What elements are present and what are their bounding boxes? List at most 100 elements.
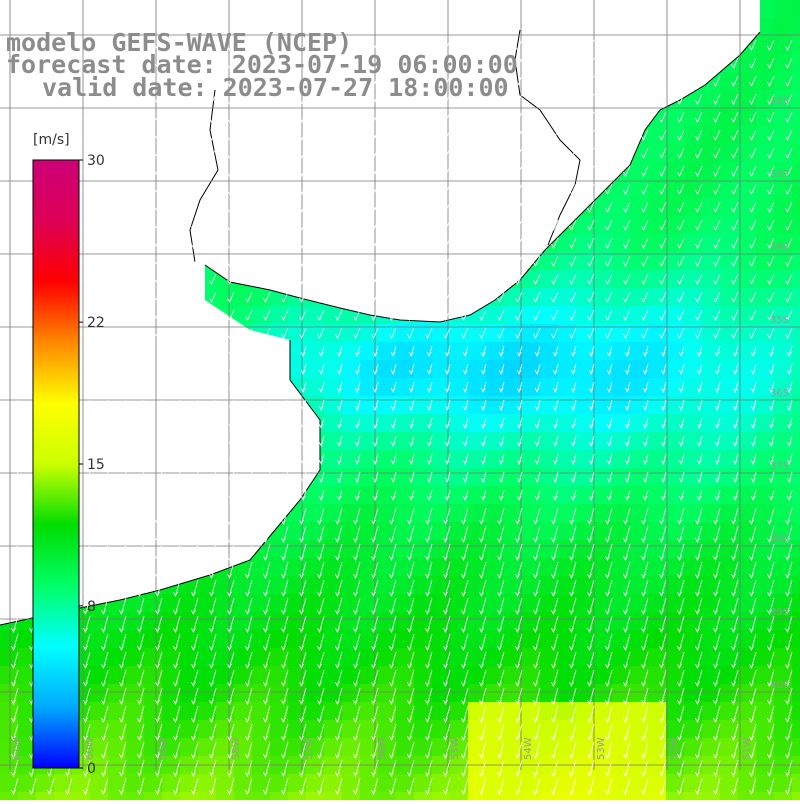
field-cell bbox=[774, 702, 792, 720]
field-cell bbox=[306, 630, 324, 648]
field-cell bbox=[648, 684, 666, 702]
field-cell bbox=[792, 594, 800, 612]
field-cell bbox=[738, 414, 756, 432]
field-cell bbox=[630, 342, 648, 360]
field-cell bbox=[648, 738, 666, 756]
field-cell bbox=[504, 774, 522, 792]
field-cell bbox=[252, 684, 270, 702]
field-cell bbox=[648, 648, 666, 666]
field-cell bbox=[702, 504, 720, 522]
field-cell bbox=[432, 396, 450, 414]
field-cell bbox=[720, 738, 738, 756]
field-cell bbox=[666, 522, 684, 540]
field-cell bbox=[558, 522, 576, 540]
field-cell bbox=[774, 360, 792, 378]
field-cell bbox=[702, 774, 720, 792]
field-cell bbox=[540, 450, 558, 468]
field-cell bbox=[504, 594, 522, 612]
colorbar-gradient bbox=[33, 160, 79, 768]
field-cell bbox=[468, 630, 486, 648]
field-cell bbox=[666, 540, 684, 558]
field-cell bbox=[576, 342, 594, 360]
field-cell bbox=[666, 396, 684, 414]
field-cell bbox=[0, 774, 18, 792]
field-cell bbox=[288, 342, 306, 360]
field-cell bbox=[612, 702, 630, 720]
field-cell bbox=[288, 702, 306, 720]
field-cell bbox=[306, 702, 324, 720]
field-cell bbox=[558, 432, 576, 450]
field-cell bbox=[612, 612, 630, 630]
field-cell bbox=[504, 504, 522, 522]
field-cell bbox=[720, 774, 738, 792]
field-cell bbox=[270, 558, 288, 576]
field-cell bbox=[162, 702, 180, 720]
field-cell bbox=[108, 738, 126, 756]
field-cell bbox=[162, 792, 180, 800]
field-cell bbox=[558, 738, 576, 756]
field-cell bbox=[720, 450, 738, 468]
field-cell bbox=[630, 684, 648, 702]
field-cell bbox=[738, 558, 756, 576]
field-cell bbox=[594, 702, 612, 720]
field-cell bbox=[666, 360, 684, 378]
field-cell bbox=[324, 684, 342, 702]
field-cell bbox=[702, 576, 720, 594]
field-cell bbox=[612, 540, 630, 558]
longitude-label: 55W bbox=[450, 737, 461, 760]
field-cell bbox=[450, 684, 468, 702]
field-cell bbox=[468, 558, 486, 576]
field-cell bbox=[396, 522, 414, 540]
field-cell bbox=[558, 774, 576, 792]
field-cell bbox=[576, 702, 594, 720]
field-cell bbox=[396, 486, 414, 504]
field-cell bbox=[396, 630, 414, 648]
field-cell bbox=[540, 594, 558, 612]
field-cell bbox=[756, 648, 774, 666]
field-cell bbox=[270, 666, 288, 684]
field-cell bbox=[486, 540, 504, 558]
field-cell bbox=[378, 360, 396, 378]
field-cell bbox=[234, 612, 252, 630]
field-cell bbox=[684, 504, 702, 522]
field-cell bbox=[576, 450, 594, 468]
field-cell bbox=[270, 720, 288, 738]
field-cell bbox=[666, 558, 684, 576]
field-cell bbox=[288, 522, 306, 540]
field-cell bbox=[792, 432, 800, 450]
field-cell bbox=[738, 378, 756, 396]
field-cell bbox=[414, 576, 432, 594]
field-cell bbox=[252, 774, 270, 792]
field-cell bbox=[738, 666, 756, 684]
field-cell bbox=[666, 702, 684, 720]
field-cell bbox=[504, 342, 522, 360]
field-cell bbox=[594, 684, 612, 702]
field-cell bbox=[432, 792, 450, 800]
field-cell bbox=[486, 792, 504, 800]
field-cell bbox=[738, 360, 756, 378]
field-cell bbox=[594, 522, 612, 540]
field-cell bbox=[126, 702, 144, 720]
field-cell bbox=[126, 738, 144, 756]
field-cell bbox=[576, 432, 594, 450]
field-cell bbox=[414, 378, 432, 396]
field-cell bbox=[450, 450, 468, 468]
field-cell bbox=[324, 720, 342, 738]
field-cell bbox=[288, 612, 306, 630]
field-cell bbox=[432, 558, 450, 576]
field-cell bbox=[342, 738, 360, 756]
field-cell bbox=[594, 486, 612, 504]
field-cell bbox=[684, 342, 702, 360]
field-cell bbox=[684, 558, 702, 576]
field-cell bbox=[792, 234, 800, 252]
field-cell bbox=[288, 792, 306, 800]
field-cell bbox=[198, 738, 216, 756]
field-cell bbox=[504, 612, 522, 630]
field-cell bbox=[396, 792, 414, 800]
field-cell bbox=[288, 774, 306, 792]
field-cell bbox=[360, 792, 378, 800]
field-cell bbox=[612, 558, 630, 576]
field-cell bbox=[216, 612, 234, 630]
field-cell bbox=[450, 522, 468, 540]
field-cell bbox=[684, 648, 702, 666]
